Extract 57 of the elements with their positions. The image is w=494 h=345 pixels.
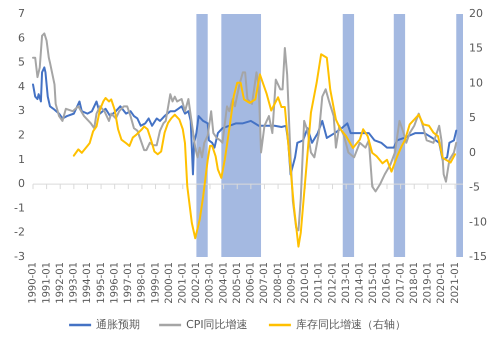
x-tick-label: 2012-01 [327, 262, 338, 304]
y2-tick-label: 5 [469, 111, 476, 124]
y-tick-label: 1 [18, 152, 25, 166]
y2-tick-label: 10 [469, 76, 483, 90]
y-tick-label: -2 [14, 226, 25, 239]
y-tick-label: 2 [18, 128, 25, 142]
y-tick-label: 5 [18, 56, 25, 69]
y-tick-label: 0 [18, 177, 25, 190]
x-tick-label: 1998-01 [136, 262, 148, 304]
x-tick-label: 2004-01 [218, 262, 230, 304]
y-tick-label: 6 [18, 31, 25, 44]
y2-tick-label: 15 [469, 42, 483, 55]
x-tick-label: 2016-01 [382, 262, 393, 304]
y-tick-label: -3 [14, 250, 25, 264]
x-tick-label: 1994-01 [82, 262, 94, 304]
x-tick-label: 1992-01 [54, 262, 66, 304]
x-tick-label: 2017-01 [395, 262, 406, 304]
line-series [72, 53, 456, 248]
y-tick-label: 4 [18, 80, 25, 93]
x-tick-label: 1990-01 [28, 262, 39, 304]
y-tick-label: 3 [18, 104, 25, 118]
legend-label: 通胀预期 [96, 318, 140, 332]
x-tick-label: 2006-01 [246, 262, 257, 304]
x-tick-label: 2011-01 [314, 262, 325, 304]
y2-tick-label: -15 [469, 250, 487, 264]
x-tick-label: 2009-01 [286, 262, 298, 304]
x-tick-label: 1991-01 [41, 262, 52, 304]
x-tick-label: 2010-01 [300, 262, 312, 304]
x-tick-label: 2019-01 [422, 262, 434, 304]
y2-tick-label: -10 [469, 215, 487, 228]
x-tick-label: 2008-01 [272, 262, 284, 304]
y-tick-label: -1 [14, 201, 25, 214]
x-tick-label: 2000-01 [164, 262, 175, 304]
x-tick-label: 2015-01 [368, 262, 380, 304]
x-tick-label: 1995-01 [96, 262, 107, 304]
y2-tick-label: 0 [469, 146, 476, 159]
line-series [32, 32, 458, 232]
y2-tick-label: 20 [469, 7, 483, 20]
x-tick-label: 1993-01 [68, 262, 80, 304]
x-tick-label: 1996-01 [109, 262, 120, 304]
y2-tick-label: -5 [469, 180, 480, 194]
y-tick-label: 7 [18, 7, 25, 20]
x-tick-label: 1997-01 [123, 262, 134, 304]
x-tick-label: 2020-01 [436, 262, 448, 304]
x-tick-label: 2002-01 [191, 262, 202, 304]
legend-label: 库存同比增速（右轴） [296, 318, 406, 332]
x-tick-label: 2013-01 [340, 262, 352, 304]
legend-label: CPI同比增速 [186, 318, 248, 332]
x-tick-label: 2003-01 [204, 262, 216, 304]
line-series [32, 66, 458, 176]
x-tick-label: 2001-01 [178, 262, 189, 304]
x-tick-label: 2021-01 [450, 262, 461, 304]
x-tick-label: 2018-01 [408, 262, 420, 304]
x-tick-label: 2007-01 [259, 262, 270, 304]
x-tick-label: 2005-01 [232, 262, 243, 304]
x-tick-label: 1999-01 [150, 262, 162, 304]
x-tick-label: 2014-01 [354, 262, 366, 304]
